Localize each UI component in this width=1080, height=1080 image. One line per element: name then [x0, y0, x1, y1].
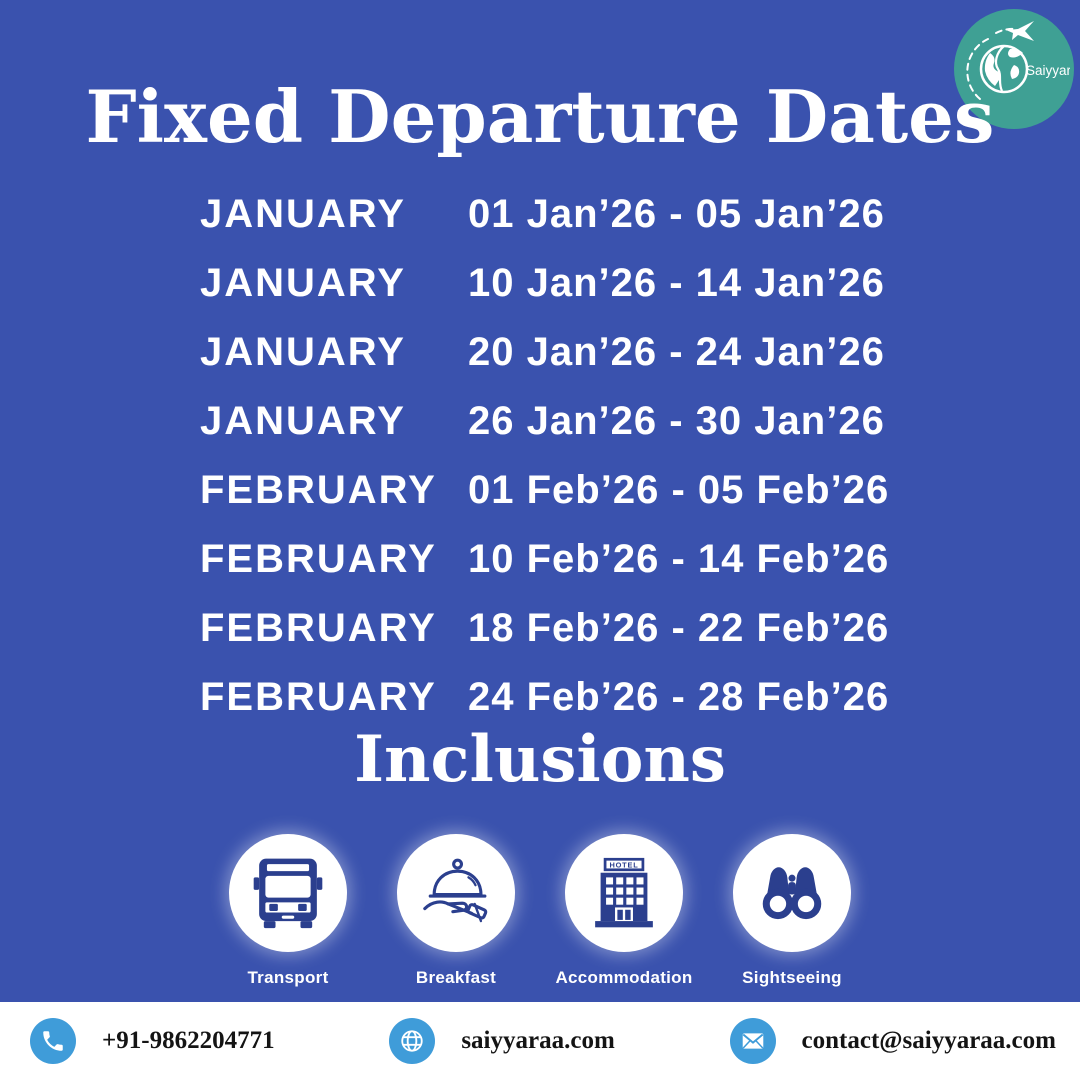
inclusion-label: Transport — [247, 968, 329, 987]
departure-month: JANUARY — [200, 192, 406, 236]
departure-row: FEBRUARY 10 Feb’26 - 14 Feb’26 — [200, 525, 970, 594]
brand-name: Saiyyaraa — [1026, 63, 1070, 78]
departure-row: FEBRUARY 24 Feb’26 - 28 Feb’26 — [200, 663, 970, 732]
binoculars-icon — [762, 867, 822, 920]
departure-month: FEBRUARY — [200, 675, 437, 719]
inclusion-transport: Transport — [229, 834, 347, 988]
departure-row: JANUARY 10 Jan’26 - 14 Jan’26 — [200, 249, 970, 318]
page-title: Fixed Departure Dates — [85, 74, 995, 159]
footer-phone: +91-9862204771 — [30, 1018, 275, 1064]
departure-row: JANUARY 01 Jan’26 - 05 Jan’26 — [200, 180, 970, 249]
inclusion-label: Breakfast — [415, 968, 497, 987]
inclusion-label: Sightseeing — [742, 968, 842, 987]
inclusion-breakfast: Breakfast — [397, 834, 515, 988]
inclusion-label: Accommodation — [555, 968, 693, 987]
inclusions-heading: Inclusions — [354, 722, 726, 797]
breakfast-circle — [397, 834, 515, 952]
departure-month: JANUARY — [200, 330, 406, 374]
mail-icon — [729, 1018, 776, 1064]
departure-table: JANUARY 01 Jan’26 - 05 Jan’26 JANUARY 10… — [200, 180, 970, 732]
departure-dates: 18 Feb’26 - 22 Feb’26 — [468, 606, 890, 650]
departure-row: FEBRUARY 18 Feb’26 - 22 Feb’26 — [200, 594, 970, 663]
cloche-hand-icon — [423, 858, 488, 923]
email-address[interactable]: contact@saiyyaraa.com — [801, 1027, 1056, 1054]
phone-number[interactable]: +91-9862204771 — [102, 1027, 275, 1054]
departure-row: JANUARY 20 Jan’26 - 24 Jan’26 — [200, 318, 970, 387]
departure-month: FEBRUARY — [200, 537, 437, 581]
departure-month: FEBRUARY — [200, 468, 437, 512]
departure-month: FEBRUARY — [200, 606, 437, 650]
transport-circle — [229, 834, 347, 952]
hotel-sign-text: HOTEL — [610, 860, 639, 869]
departure-dates: 26 Jan’26 - 30 Jan’26 — [468, 399, 885, 443]
bus-icon — [253, 858, 323, 929]
footer-email: contact@saiyyaraa.com — [729, 1018, 1056, 1064]
globe-icon — [389, 1018, 436, 1064]
departure-dates: 10 Feb’26 - 14 Feb’26 — [468, 537, 890, 581]
phone-icon — [30, 1018, 76, 1064]
departure-dates: 10 Jan’26 - 14 Jan’26 — [468, 261, 885, 305]
departure-dates: 01 Feb’26 - 05 Feb’26 — [468, 468, 890, 512]
departure-month: JANUARY — [200, 261, 406, 305]
inclusions-row: Transport Breakfast — [0, 834, 1080, 988]
footer-website: saiyyaraa.com — [389, 1018, 615, 1064]
sightseeing-circle — [733, 834, 851, 952]
departure-month: JANUARY — [200, 399, 406, 443]
inclusion-sightseeing: Sightseeing — [733, 834, 851, 988]
departure-row: FEBRUARY 01 Feb’26 - 05 Feb’26 — [200, 456, 970, 525]
departure-dates: 24 Feb’26 - 28 Feb’26 — [468, 675, 890, 719]
globe-plane-icon: Saiyyaraa — [966, 21, 1070, 100]
departure-dates: 20 Jan’26 - 24 Jan’26 — [468, 330, 885, 374]
accommodation-circle: HOTEL — [565, 834, 683, 952]
brand-logo: Saiyyaraa — [954, 9, 1074, 129]
contact-footer: +91-9862204771 saiyyaraa.com — [0, 1002, 1080, 1080]
website-url[interactable]: saiyyaraa.com — [461, 1027, 615, 1054]
departure-dates: 01 Jan’26 - 05 Jan’26 — [468, 192, 885, 236]
inclusion-accommodation: HOTEL Ac — [555, 834, 692, 988]
departure-row: JANUARY 26 Jan’26 - 30 Jan’26 — [200, 387, 970, 456]
hotel-icon: HOTEL — [595, 857, 653, 928]
